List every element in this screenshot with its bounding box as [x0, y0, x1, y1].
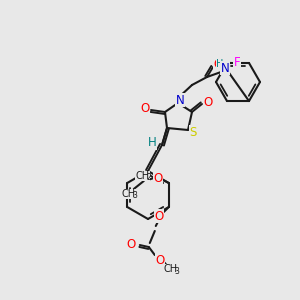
Text: O: O	[203, 97, 213, 110]
Text: F: F	[234, 56, 240, 69]
Text: 2: 2	[146, 173, 151, 182]
Text: O: O	[153, 172, 162, 184]
Text: H: H	[148, 136, 156, 149]
Text: CH: CH	[136, 171, 150, 181]
Text: O: O	[154, 209, 164, 223]
Text: 3: 3	[174, 266, 179, 275]
Text: O: O	[126, 238, 135, 251]
Text: CH: CH	[122, 189, 136, 199]
Text: H: H	[216, 59, 224, 69]
Text: O: O	[155, 254, 164, 266]
Text: N: N	[220, 61, 230, 74]
Text: CH: CH	[164, 264, 178, 274]
Text: O: O	[140, 103, 150, 116]
Text: 3: 3	[132, 191, 137, 200]
Text: S: S	[189, 125, 197, 139]
Text: O: O	[213, 58, 223, 70]
Text: N: N	[176, 94, 184, 106]
